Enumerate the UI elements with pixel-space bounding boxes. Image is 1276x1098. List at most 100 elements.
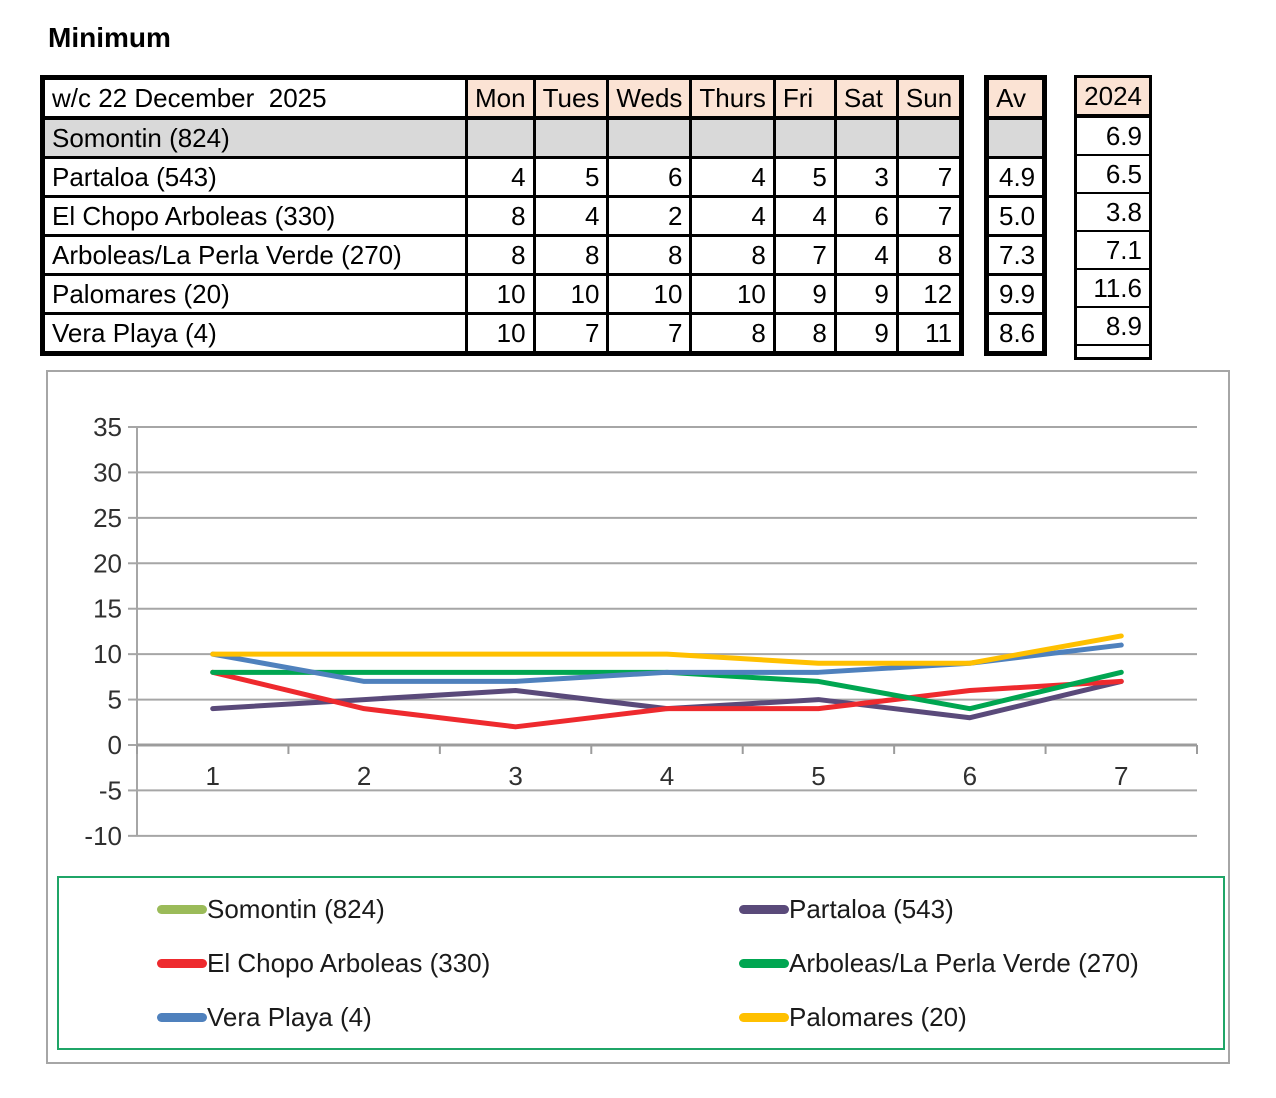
row-label-cell[interactable]: Vera Playa (4)	[41, 312, 468, 355]
value-cell[interactable]: 7	[532, 312, 610, 355]
y-axis-label: 0	[108, 730, 122, 760]
y-axis-label: 25	[93, 503, 122, 533]
value-cell[interactable]: 7	[772, 234, 837, 276]
value-cell[interactable]: 10	[606, 273, 693, 315]
table-row: Somontin (824)	[41, 116, 964, 159]
value-cell[interactable]	[833, 116, 899, 159]
year-header[interactable]: 2024	[1074, 75, 1152, 118]
year-cell[interactable]: 7.1	[1074, 230, 1152, 270]
y-axis-label: 5	[108, 685, 122, 715]
year-cell[interactable]: 6.5	[1074, 154, 1152, 194]
y-axis-label: 20	[93, 548, 122, 578]
value-cell[interactable]: 10	[465, 312, 536, 355]
legend-swatch-icon	[739, 958, 789, 968]
day-header-thurs[interactable]: Thurs	[689, 76, 776, 120]
year-cell[interactable]: 8.9	[1074, 306, 1152, 346]
value-cell[interactable]: 11	[895, 312, 964, 355]
day-header-fri[interactable]: Fri	[772, 76, 837, 120]
legend-label: Vera Playa (4)	[207, 1001, 372, 1032]
value-cell[interactable]	[689, 116, 776, 159]
table-row: Palomares (20) 10 10 10 10 9 9 12	[41, 273, 964, 315]
value-cell[interactable]: 9	[833, 312, 899, 355]
value-cell[interactable]: 8	[465, 195, 536, 237]
value-cell[interactable]: 7	[895, 156, 964, 198]
day-header-sat[interactable]: Sat	[833, 76, 899, 120]
value-cell[interactable]: 8	[465, 234, 536, 276]
legend-swatch-icon	[157, 904, 207, 914]
av-cell[interactable]: 8.6	[985, 312, 1047, 355]
value-cell[interactable]: 8	[772, 312, 837, 355]
value-cell[interactable]: 7	[895, 195, 964, 237]
row-label-cell[interactable]: El Chopo Arboleas (330)	[41, 195, 468, 237]
legend-label: Arboleas/La Perla Verde (270)	[789, 947, 1139, 978]
week-of-cell[interactable]: w/c 22 December 2025	[41, 76, 468, 120]
average-column-table: Av 4.9 5.0 7.3 9.9 8.6	[984, 75, 1048, 356]
y-axis-label: 30	[93, 457, 122, 487]
av-cell[interactable]	[985, 116, 1047, 159]
value-cell[interactable]: 9	[772, 273, 837, 315]
value-cell[interactable]: 12	[895, 273, 964, 315]
value-cell[interactable]: 4	[689, 156, 776, 198]
year-cell[interactable]: 3.8	[1074, 192, 1152, 232]
x-axis-label: 7	[1114, 761, 1128, 791]
year-cell[interactable]: 11.6	[1074, 268, 1152, 308]
value-cell[interactable]: 8	[532, 234, 610, 276]
row-label-cell[interactable]: Arboleas/La Perla Verde (270)	[41, 234, 468, 276]
value-cell[interactable]: 4	[689, 195, 776, 237]
chart-area[interactable]: -10 -5 0 5 10 15 20 25 30 35 1 2 3 4 5 6 7 Somontin (824…	[46, 370, 1230, 1064]
value-cell[interactable]: 10	[532, 273, 610, 315]
legend-item[interactable]: Palomares (20)	[641, 997, 1223, 1037]
table-row: Vera Playa (4) 10 7 7 8 8 9 11	[41, 312, 964, 355]
value-cell[interactable]: 8	[689, 234, 776, 276]
value-cell[interactable]: 4	[465, 156, 536, 198]
value-cell[interactable]: 4	[833, 234, 899, 276]
value-cell[interactable]: 4	[772, 195, 837, 237]
value-cell[interactable]: 5	[772, 156, 837, 198]
legend-item[interactable]: Vera Playa (4)	[59, 997, 641, 1037]
value-cell[interactable]: 10	[465, 273, 536, 315]
row-label-cell[interactable]: Palomares (20)	[41, 273, 468, 315]
value-cell[interactable]: 4	[532, 195, 610, 237]
value-cell[interactable]	[606, 116, 693, 159]
value-cell[interactable]: 5	[532, 156, 610, 198]
row-label-cell[interactable]: Partaloa (543)	[41, 156, 468, 198]
value-cell[interactable]: 10	[689, 273, 776, 315]
av-cell[interactable]: 7.3	[985, 234, 1047, 276]
value-cell[interactable]	[895, 116, 964, 159]
y-axis-label: -5	[99, 775, 122, 805]
value-cell[interactable]: 6	[606, 156, 693, 198]
empty-cell[interactable]	[1074, 344, 1152, 360]
year-cell[interactable]: 6.9	[1074, 115, 1152, 156]
value-cell[interactable]: 6	[833, 195, 899, 237]
value-cell[interactable]: 8	[689, 312, 776, 355]
legend-item[interactable]: Arboleas/La Perla Verde (270)	[641, 943, 1223, 983]
y-axis-label: 15	[93, 594, 122, 624]
day-header-sun[interactable]: Sun	[895, 76, 964, 120]
value-cell[interactable]	[772, 116, 837, 159]
legend-swatch-icon	[157, 958, 207, 968]
value-cell[interactable]: 8	[606, 234, 693, 276]
day-header-weds[interactable]: Weds	[606, 76, 693, 120]
legend-item[interactable]: El Chopo Arboleas (330)	[59, 943, 641, 983]
value-cell[interactable]: 7	[606, 312, 693, 355]
legend-swatch-icon	[157, 1012, 207, 1022]
av-cell[interactable]: 9.9	[985, 273, 1047, 315]
row-label-cell[interactable]: Somontin (824)	[41, 116, 468, 159]
value-cell[interactable]: 2	[606, 195, 693, 237]
legend-item[interactable]: Partaloa (543)	[641, 889, 1223, 929]
value-cell[interactable]	[532, 116, 610, 159]
av-cell[interactable]: 4.9	[985, 156, 1047, 198]
legend-label: Somontin (824)	[207, 893, 385, 924]
value-cell[interactable]	[465, 116, 536, 159]
value-cell[interactable]: 8	[895, 234, 964, 276]
value-cell[interactable]: 9	[833, 273, 899, 315]
av-header[interactable]: Av	[985, 76, 1047, 120]
x-axis-label: 5	[811, 761, 825, 791]
value-cell[interactable]: 3	[833, 156, 899, 198]
legend-item[interactable]: Somontin (824)	[59, 889, 641, 929]
x-axis-label: 6	[963, 761, 977, 791]
week-table: w/c 22 December 2025 Mon Tues Weds Thurs…	[40, 75, 965, 356]
day-header-tues[interactable]: Tues	[532, 76, 610, 120]
av-cell[interactable]: 5.0	[985, 195, 1047, 237]
day-header-mon[interactable]: Mon	[465, 76, 536, 120]
